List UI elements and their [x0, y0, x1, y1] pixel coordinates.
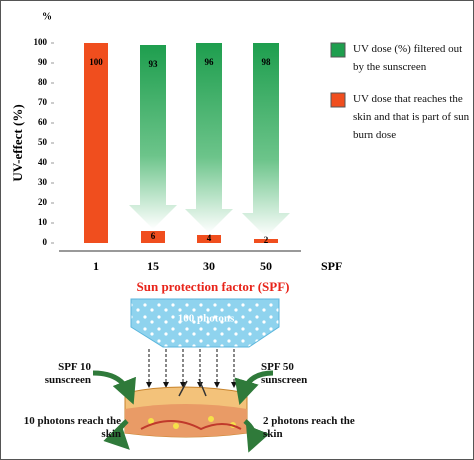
value-label: 2 [264, 235, 269, 245]
legend-label: UV dose (%) filtered out by the sunscree… [353, 43, 463, 73]
value-label: 98 [262, 57, 272, 67]
legend-label: UV dose that reaches the skin and that i… [353, 93, 470, 141]
bar [254, 239, 278, 243]
y-tick-label: 60 [38, 117, 48, 127]
legend-swatch [330, 92, 346, 108]
arrow [185, 43, 233, 233]
value-label: 4 [207, 233, 212, 243]
value-label: 6 [151, 231, 156, 241]
x-tick-label: 30 [203, 259, 215, 273]
y-tick-label: 20 [38, 197, 48, 207]
value-label: 93 [149, 59, 159, 69]
y-tick-label: 10 [38, 217, 48, 227]
x-tick-label: 50 [260, 259, 272, 273]
x-axis-title: Sun protection factor (SPF) [137, 279, 290, 294]
y-tick-label: 30 [38, 177, 48, 187]
x-tick-label: 15 [147, 259, 159, 273]
arrow [129, 45, 177, 229]
y-tick-label: 100 [34, 37, 48, 47]
y-axis-title: UV-effect (%) [10, 104, 25, 181]
diagram-art [92, 298, 280, 453]
y-tick-label: 90 [38, 57, 48, 67]
y-tick-label: 70 [38, 97, 48, 107]
source-label: 100 photons [178, 313, 235, 325]
value-label: 100 [89, 57, 103, 67]
bar [197, 235, 221, 243]
y-unit: % [42, 11, 52, 22]
y-tick-label: 40 [38, 157, 48, 167]
y-tick-label: 0 [43, 237, 48, 247]
bar [141, 231, 165, 243]
legend-swatch [330, 42, 346, 58]
x-tick-label: 1 [93, 259, 99, 273]
left-result: 10 photons reach the skin [23, 415, 121, 440]
y-tick-label: 50 [38, 137, 48, 147]
right-result: 2 photons reach the skin [263, 415, 355, 440]
y-tick-label: 80 [38, 77, 48, 87]
right-filter: SPF 50 sunscreen [261, 361, 308, 386]
value-label: 96 [205, 57, 215, 67]
arrow [242, 43, 290, 237]
left-filter: SPF 10 sunscreen [44, 361, 91, 386]
x-unit: SPF [321, 259, 342, 273]
bar [84, 43, 108, 243]
